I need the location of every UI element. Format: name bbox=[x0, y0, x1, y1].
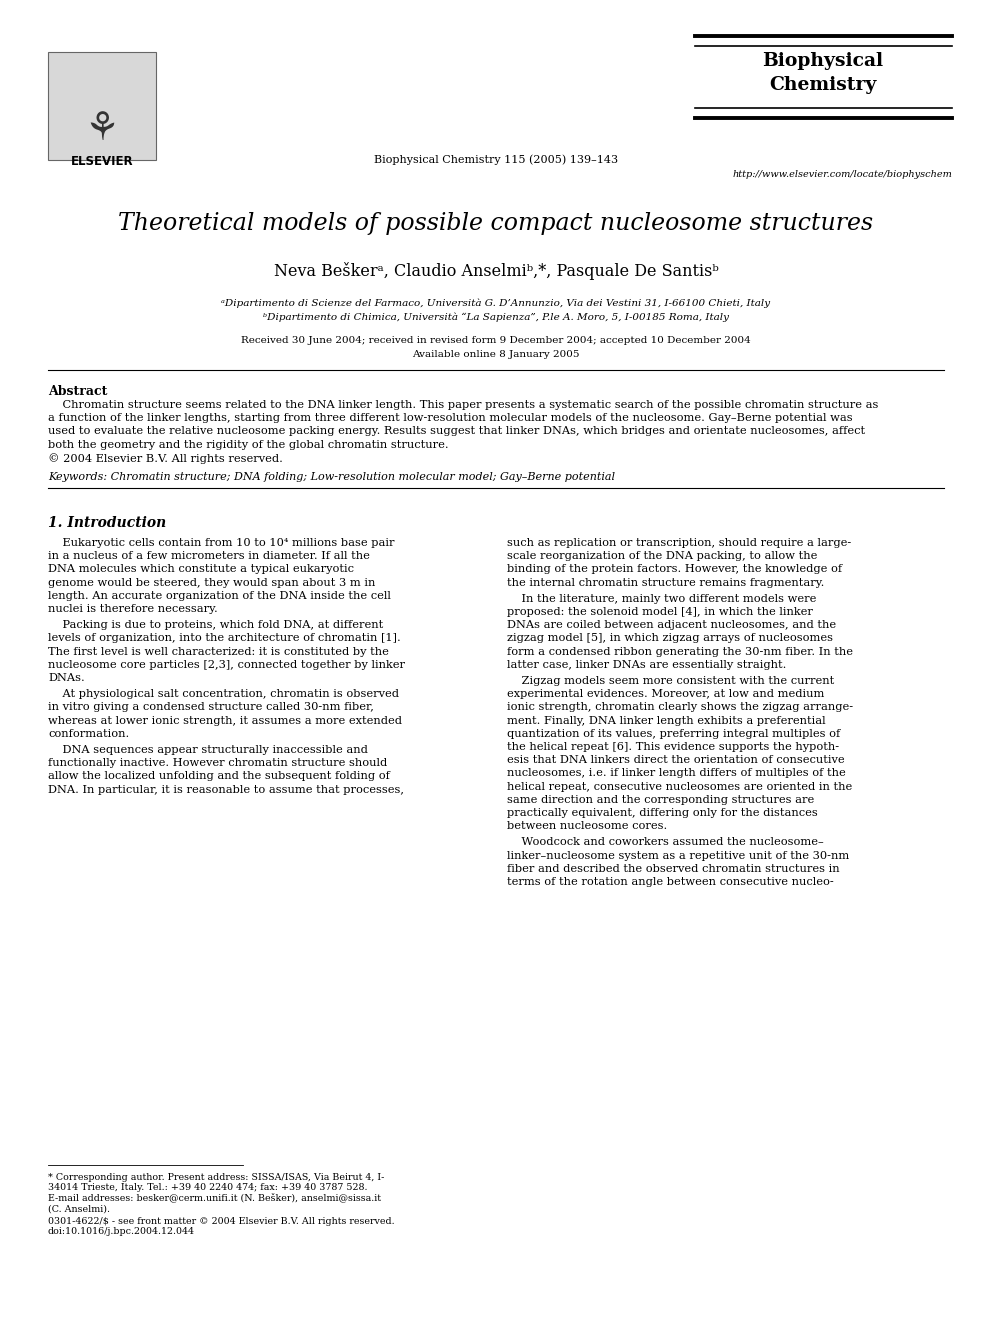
Text: © 2004 Elsevier B.V. All rights reserved.: © 2004 Elsevier B.V. All rights reserved… bbox=[48, 452, 283, 463]
Text: the internal chromatin structure remains fragmentary.: the internal chromatin structure remains… bbox=[507, 578, 824, 587]
Text: 0301-4622/$ - see front matter © 2004 Elsevier B.V. All rights reserved.: 0301-4622/$ - see front matter © 2004 El… bbox=[48, 1217, 395, 1226]
Text: length. An accurate organization of the DNA inside the cell: length. An accurate organization of the … bbox=[48, 591, 391, 601]
Text: nuclei is therefore necessary.: nuclei is therefore necessary. bbox=[48, 605, 218, 614]
Text: Packing is due to proteins, which fold DNA, at different: Packing is due to proteins, which fold D… bbox=[48, 620, 383, 630]
Text: 34014 Trieste, Italy. Tel.: +39 40 2240 474; fax: +39 40 3787 528.: 34014 Trieste, Italy. Tel.: +39 40 2240 … bbox=[48, 1184, 367, 1192]
Text: DNA sequences appear structurally inaccessible and: DNA sequences appear structurally inacce… bbox=[48, 745, 368, 755]
Text: ᵇDipartimento di Chimica, Università “La Sapienza”, P.le A. Moro, 5, I-00185 Rom: ᵇDipartimento di Chimica, Università “La… bbox=[263, 314, 729, 323]
Text: the helical repeat [6]. This evidence supports the hypoth-: the helical repeat [6]. This evidence su… bbox=[507, 742, 839, 751]
Text: * Corresponding author. Present address: SISSA/ISAS, Via Beirut 4, I-: * Corresponding author. Present address:… bbox=[48, 1174, 384, 1181]
Text: http://www.elsevier.com/locate/biophyschem: http://www.elsevier.com/locate/biophysch… bbox=[732, 169, 952, 179]
Text: esis that DNA linkers direct the orientation of consecutive: esis that DNA linkers direct the orienta… bbox=[507, 755, 844, 765]
Text: DNA molecules which constitute a typical eukaryotic: DNA molecules which constitute a typical… bbox=[48, 565, 354, 574]
Bar bbox=[48, 52, 156, 160]
Text: functionally inactive. However chromatin structure should: functionally inactive. However chromatin… bbox=[48, 758, 387, 769]
Text: Biophysical Chemistry 115 (2005) 139–143: Biophysical Chemistry 115 (2005) 139–143 bbox=[374, 153, 618, 164]
Text: In the literature, mainly two different models were: In the literature, mainly two different … bbox=[507, 594, 816, 603]
Text: terms of the rotation angle between consecutive nucleo-: terms of the rotation angle between cons… bbox=[507, 877, 833, 886]
Text: genome would be steered, they would span about 3 m in: genome would be steered, they would span… bbox=[48, 578, 375, 587]
Text: conformation.: conformation. bbox=[48, 729, 129, 738]
Text: such as replication or transcription, should require a large-: such as replication or transcription, sh… bbox=[507, 538, 851, 548]
Text: in vitro giving a condensed structure called 30-nm fiber,: in vitro giving a condensed structure ca… bbox=[48, 703, 374, 712]
Text: Biophysical: Biophysical bbox=[763, 52, 884, 70]
Text: proposed: the solenoid model [4], in which the linker: proposed: the solenoid model [4], in whi… bbox=[507, 607, 812, 617]
Text: allow the localized unfolding and the subsequent folding of: allow the localized unfolding and the su… bbox=[48, 771, 390, 782]
Text: helical repeat, consecutive nucleosomes are oriented in the: helical repeat, consecutive nucleosomes … bbox=[507, 782, 852, 791]
Text: 1. Introduction: 1. Introduction bbox=[48, 516, 167, 531]
Text: ELSEVIER: ELSEVIER bbox=[70, 155, 133, 168]
Text: At physiological salt concentration, chromatin is observed: At physiological salt concentration, chr… bbox=[48, 689, 399, 699]
Text: Abstract: Abstract bbox=[48, 385, 107, 398]
Text: between nucleosome cores.: between nucleosome cores. bbox=[507, 822, 668, 831]
Text: both the geometry and the rigidity of the global chromatin structure.: both the geometry and the rigidity of th… bbox=[48, 439, 448, 450]
Text: experimental evidences. Moreover, at low and medium: experimental evidences. Moreover, at low… bbox=[507, 689, 824, 699]
Text: ⚘: ⚘ bbox=[84, 110, 119, 148]
Text: ment. Finally, DNA linker length exhibits a preferential: ment. Finally, DNA linker length exhibit… bbox=[507, 716, 825, 725]
Text: whereas at lower ionic strength, it assumes a more extended: whereas at lower ionic strength, it assu… bbox=[48, 716, 402, 725]
Text: ᵃDipartimento di Scienze del Farmaco, Università G. D’Annunzio, Via dei Vestini : ᵃDipartimento di Scienze del Farmaco, Un… bbox=[221, 298, 771, 307]
Text: quantization of its values, preferring integral multiples of: quantization of its values, preferring i… bbox=[507, 729, 840, 738]
Text: Received 30 June 2004; received in revised form 9 December 2004; accepted 10 Dec: Received 30 June 2004; received in revis… bbox=[241, 336, 751, 345]
Text: used to evaluate the relative nucleosome packing energy. Results suggest that li: used to evaluate the relative nucleosome… bbox=[48, 426, 865, 437]
Text: DNAs.: DNAs. bbox=[48, 673, 84, 683]
Text: (C. Anselmi).: (C. Anselmi). bbox=[48, 1204, 110, 1213]
Text: practically equivalent, differing only for the distances: practically equivalent, differing only f… bbox=[507, 808, 817, 818]
Text: Chemistry: Chemistry bbox=[770, 75, 877, 94]
Text: binding of the protein factors. However, the knowledge of: binding of the protein factors. However,… bbox=[507, 565, 842, 574]
Text: The first level is well characterized: it is constituted by the: The first level is well characterized: i… bbox=[48, 647, 389, 656]
Text: E-mail addresses: besker@cerm.unifi.it (N. Bešker), anselmi@sissa.it: E-mail addresses: besker@cerm.unifi.it (… bbox=[48, 1193, 381, 1204]
Text: linker–nucleosome system as a repetitive unit of the 30-nm: linker–nucleosome system as a repetitive… bbox=[507, 851, 849, 860]
Text: latter case, linker DNAs are essentially straight.: latter case, linker DNAs are essentially… bbox=[507, 660, 787, 669]
Text: doi:10.1016/j.bpc.2004.12.044: doi:10.1016/j.bpc.2004.12.044 bbox=[48, 1228, 195, 1237]
Text: Chromatin structure seems related to the DNA linker length. This paper presents : Chromatin structure seems related to the… bbox=[48, 400, 878, 410]
Text: ionic strength, chromatin clearly shows the zigzag arrange-: ionic strength, chromatin clearly shows … bbox=[507, 703, 853, 712]
Text: in a nucleus of a few micrometers in diameter. If all the: in a nucleus of a few micrometers in dia… bbox=[48, 552, 370, 561]
Text: Zigzag models seem more consistent with the current: Zigzag models seem more consistent with … bbox=[507, 676, 834, 687]
Text: same direction and the corresponding structures are: same direction and the corresponding str… bbox=[507, 795, 814, 804]
Text: Eukaryotic cells contain from 10 to 10⁴ millions base pair: Eukaryotic cells contain from 10 to 10⁴ … bbox=[48, 538, 395, 548]
Text: fiber and described the observed chromatin structures in: fiber and described the observed chromat… bbox=[507, 864, 839, 873]
Text: Woodcock and coworkers assumed the nucleosome–: Woodcock and coworkers assumed the nucle… bbox=[507, 837, 823, 848]
Text: levels of organization, into the architecture of chromatin [1].: levels of organization, into the archite… bbox=[48, 634, 401, 643]
Text: DNAs are coiled between adjacent nucleosomes, and the: DNAs are coiled between adjacent nucleos… bbox=[507, 620, 836, 630]
Text: Theoretical models of possible compact nucleosome structures: Theoretical models of possible compact n… bbox=[118, 212, 874, 235]
Text: a function of the linker lengths, starting from three different low-resolution m: a function of the linker lengths, starti… bbox=[48, 413, 853, 423]
Text: Keywords: Chromatin structure; DNA folding; Low-resolution molecular model; Gay–: Keywords: Chromatin structure; DNA foldi… bbox=[48, 472, 615, 482]
Text: Available online 8 January 2005: Available online 8 January 2005 bbox=[413, 351, 579, 359]
Text: scale reorganization of the DNA packing, to allow the: scale reorganization of the DNA packing,… bbox=[507, 552, 817, 561]
Text: form a condensed ribbon generating the 30-nm fiber. In the: form a condensed ribbon generating the 3… bbox=[507, 647, 853, 656]
Text: Neva Beškerᵃ, Claudio Anselmiᵇ,*, Pasquale De Santisᵇ: Neva Beškerᵃ, Claudio Anselmiᵇ,*, Pasqua… bbox=[274, 262, 718, 280]
Text: nucleosome core particles [2,3], connected together by linker: nucleosome core particles [2,3], connect… bbox=[48, 660, 405, 669]
Text: nucleosomes, i.e. if linker length differs of multiples of the: nucleosomes, i.e. if linker length diffe… bbox=[507, 769, 846, 778]
Text: DNA. In particular, it is reasonable to assume that processes,: DNA. In particular, it is reasonable to … bbox=[48, 785, 404, 795]
Text: zigzag model [5], in which zigzag arrays of nucleosomes: zigzag model [5], in which zigzag arrays… bbox=[507, 634, 833, 643]
